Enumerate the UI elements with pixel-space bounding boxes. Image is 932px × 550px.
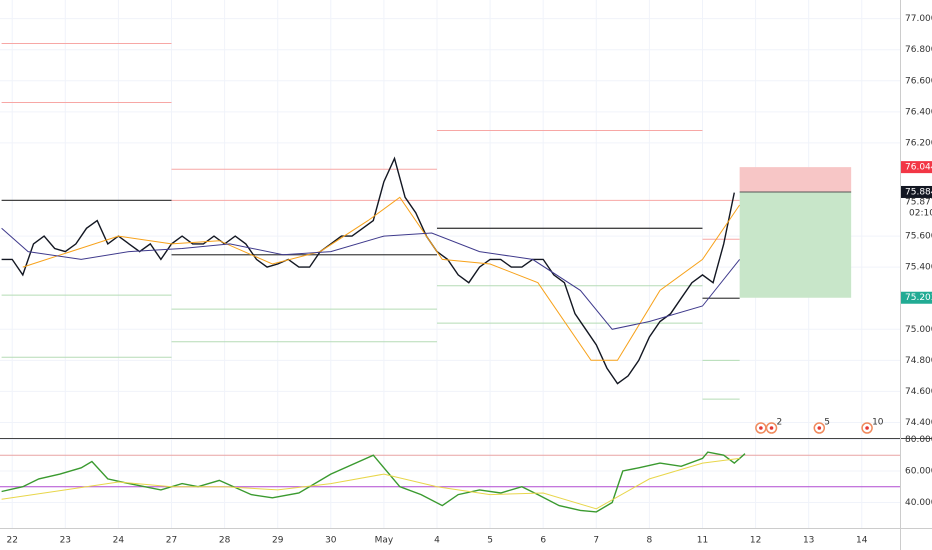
rsi-line [1, 451, 746, 513]
price-label-bg [901, 161, 932, 174]
x-tick-label: 29 [272, 536, 284, 546]
y-tick-label: 75.400 [905, 263, 932, 273]
y-tick-label: 74.400 [905, 418, 932, 428]
price-label-bg [901, 185, 932, 198]
x-tick-label: 12 [750, 536, 761, 546]
x-tick-label: 7 [593, 536, 599, 546]
y-tick-label: 76.600 [905, 76, 932, 86]
event-dot [817, 426, 822, 430]
y-tick-label: 80.000 [905, 435, 932, 445]
rsi-line [1, 457, 740, 510]
price-label: 75.884 [905, 187, 932, 197]
price-label: 76.044 [905, 163, 932, 173]
y-tick-label: 75.600 [905, 232, 932, 242]
axes: 22 23 24 27 28 29 30 May 4 5 6 7 8 11 12 13 14 77.000 76.8… [6, 14, 932, 546]
event-count: 10 [872, 418, 884, 428]
x-tick-label: 13 [803, 536, 814, 546]
x-tick-label: 14 [856, 536, 868, 546]
target-zone [739, 191, 852, 298]
stop-zone [739, 167, 852, 192]
price-line [1, 156, 735, 385]
y-tick-label: 77.000 [905, 14, 932, 24]
y-tick-label: 75.000 [905, 325, 932, 335]
y-tick-label: 76.200 [905, 138, 932, 148]
price-label: 75.203 [905, 293, 932, 303]
x-tick-label: 23 [60, 536, 71, 546]
last-price: 75.877 [905, 198, 932, 208]
plot: 2 5 10 [0, 42, 900, 513]
x-tick-label: 28 [219, 536, 231, 546]
y-tick-label: 74.600 [905, 387, 932, 397]
x-tick-label: 22 [6, 536, 17, 546]
price-line [22, 196, 741, 361]
x-tick-label: 6 [540, 536, 546, 546]
y-tick-label: 76.400 [905, 107, 932, 117]
x-tick-label: 4 [434, 536, 440, 546]
x-tick-label: 30 [325, 536, 337, 546]
event-count: 5 [824, 418, 830, 428]
price-line [1, 227, 740, 330]
y-tick-label: 40.000 [905, 498, 932, 508]
event-dot [865, 426, 869, 430]
x-tick-label: 24 [113, 536, 125, 546]
event-count: 2 [777, 418, 783, 428]
x-tick-label: 27 [166, 536, 177, 546]
countdown: 02:10 [909, 209, 932, 219]
y-tick-label: 60.000 [905, 466, 932, 476]
event-dot [759, 426, 763, 430]
price-label-bg [901, 291, 932, 304]
y-tick-label: 74.800 [905, 356, 932, 366]
x-tick-label: 5 [487, 536, 493, 546]
x-tick-label: May [375, 536, 394, 546]
x-tick-label: 8 [647, 536, 653, 546]
y-tick-label: 76.800 [905, 45, 932, 55]
x-tick-label: 11 [697, 536, 708, 546]
event-dot [769, 426, 774, 430]
grid [0, 0, 900, 528]
